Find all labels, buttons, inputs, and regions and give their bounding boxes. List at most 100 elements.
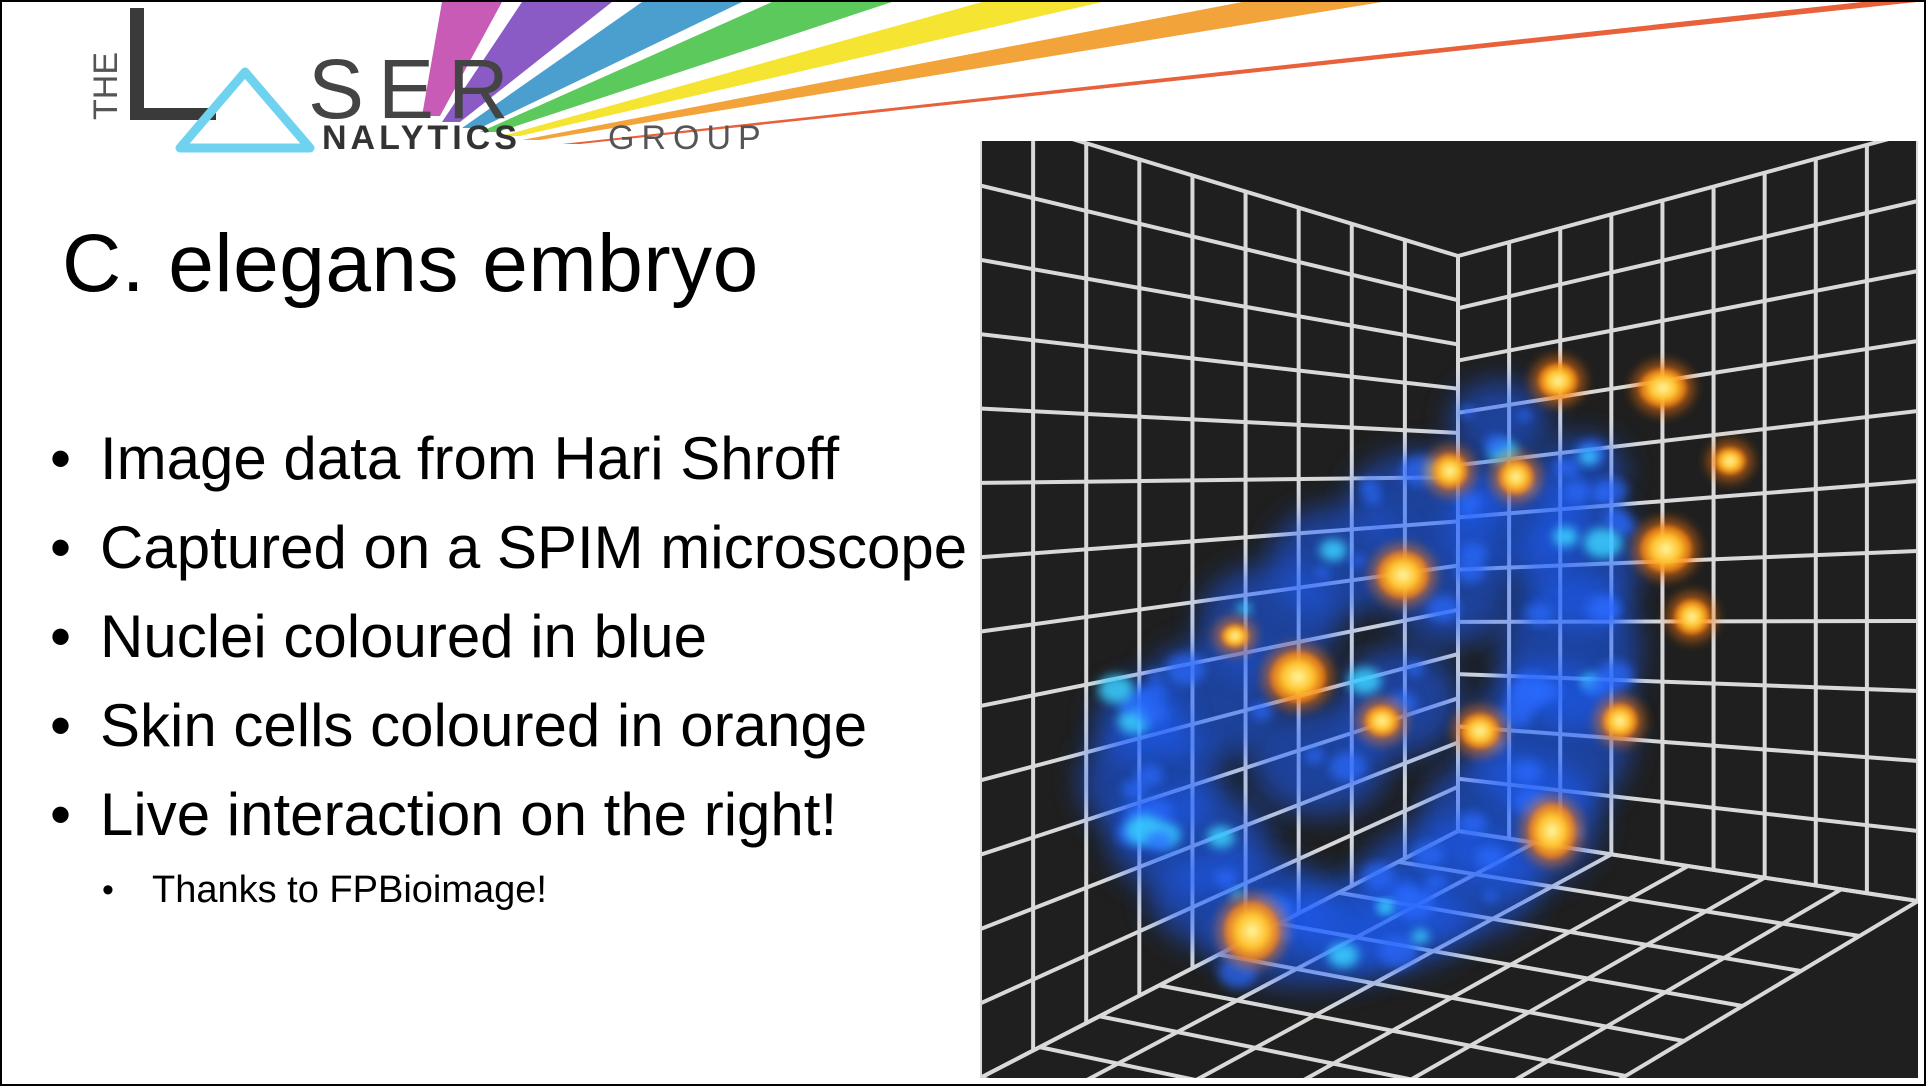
nucleus (1145, 829, 1173, 852)
nucleus (1426, 595, 1460, 623)
nucleus (1411, 929, 1430, 944)
grid-line (1099, 1014, 1415, 1078)
nucleus (1251, 702, 1273, 721)
nucleus (1122, 779, 1147, 799)
nucleus (1554, 457, 1581, 478)
grid-line (1409, 875, 1766, 1078)
nucleus (1562, 480, 1592, 504)
embryo-3d-viewer[interactable] (980, 141, 1918, 1078)
rainbow-beam (480, 2, 892, 132)
sub-bullet-fpbioimage: Thanks to FPBioimage! (102, 865, 967, 915)
nucleus (1583, 527, 1622, 559)
skin-cell (1602, 703, 1638, 739)
bullet-nuclei: Nuclei coloured in blue (50, 592, 967, 681)
logo-triangle (175, 67, 315, 153)
laser-analytics-logo: THE SER NALYTICS GROUP (87, 2, 1917, 157)
grid-line (1618, 899, 1918, 1078)
nucleus (1358, 478, 1381, 496)
nucleus (1304, 747, 1325, 764)
skin-cell (1639, 368, 1687, 408)
nucleus (1455, 559, 1485, 583)
nucleus (1460, 405, 1475, 418)
nucleus (1350, 554, 1366, 567)
rainbow-beam (562, 2, 1917, 144)
logo-letter-l (130, 8, 216, 120)
grid-line (980, 183, 1459, 303)
nucleus (1536, 681, 1562, 702)
nucleus (1236, 602, 1252, 615)
nucleus (1602, 506, 1629, 528)
nucleus (1405, 661, 1424, 677)
grid-line (1072, 141, 1459, 258)
nucleus (1579, 449, 1599, 465)
grid-line (1514, 887, 1843, 1078)
bullet-spim: Captured on a SPIM microscope (50, 503, 967, 592)
bullet-skin-cells: Skin cells coloured in orange (50, 681, 967, 770)
skin-cells (1213, 355, 1754, 969)
grid-line (1457, 141, 1889, 258)
nucleus (1585, 595, 1620, 623)
nucleus (1517, 409, 1532, 422)
skin-cell (1528, 803, 1576, 859)
nucleus (1136, 698, 1169, 725)
nucleus (1459, 504, 1477, 519)
nucleus-glow (1450, 381, 1550, 461)
nucleus (1458, 542, 1488, 566)
nucleus (1315, 566, 1330, 579)
nucleus (1553, 526, 1578, 547)
skin-cell (1498, 459, 1534, 495)
rainbow-beam (442, 2, 612, 122)
rainbow-beam (422, 2, 502, 116)
skin-cell (1714, 447, 1746, 475)
logo-text: THE SER NALYTICS GROUP (87, 8, 768, 157)
nucleus (1458, 812, 1487, 835)
skin-cell (1538, 363, 1578, 399)
nucleus (1411, 842, 1444, 869)
bullet-live-interaction: Live interaction on the right! (50, 770, 967, 859)
nucleus (1597, 660, 1634, 690)
rainbow-beam (462, 2, 742, 128)
nucleus (1165, 653, 1206, 686)
nucleus (1592, 487, 1611, 503)
nucleus (1361, 863, 1395, 890)
nucleus (1483, 434, 1509, 455)
nucleus (1136, 687, 1154, 702)
skin-cell (1221, 624, 1249, 648)
nucleus (1347, 667, 1382, 695)
grid-line (1457, 199, 1918, 311)
nucleus (1508, 682, 1546, 713)
slide-title: C. elegans embryo (62, 218, 759, 309)
bullet-image-data: Image data from Hari Shroff (50, 414, 967, 503)
nucleus (1214, 869, 1238, 889)
rainbow-beam (502, 2, 1102, 136)
nuclei-cloud (1080, 381, 1640, 989)
nucleus (1207, 826, 1235, 849)
nucleus (1525, 602, 1554, 625)
nucleus (1364, 491, 1381, 505)
grid-line (1303, 864, 1689, 1078)
bullet-list: Image data from Hari Shroff Captured on … (50, 414, 967, 915)
nucleus (1329, 752, 1367, 783)
skin-cell (1640, 525, 1692, 573)
logo-group-text: GROUP (608, 119, 768, 157)
skin-cell (1270, 651, 1326, 703)
nucleus (1377, 901, 1391, 912)
nucleus (1395, 890, 1434, 921)
nucleus (1475, 845, 1506, 870)
skin-cell (1364, 705, 1400, 737)
nucleus (1379, 936, 1418, 968)
nucleus (1319, 539, 1347, 562)
viewer-canvas[interactable] (980, 141, 1918, 1078)
rainbow-beams (422, 2, 1917, 144)
skin-cell (1377, 551, 1429, 599)
skin-cell (1460, 713, 1500, 749)
logo-laser-text: SER (308, 42, 523, 136)
grid-line (1457, 269, 1918, 363)
logo-analytics-text: NALYTICS (322, 119, 521, 157)
skin-cell (1432, 453, 1468, 489)
logo-the-text: THE (87, 52, 125, 120)
nucleus (1147, 670, 1164, 683)
grid-line (980, 332, 1459, 391)
nucleus (1098, 674, 1134, 704)
